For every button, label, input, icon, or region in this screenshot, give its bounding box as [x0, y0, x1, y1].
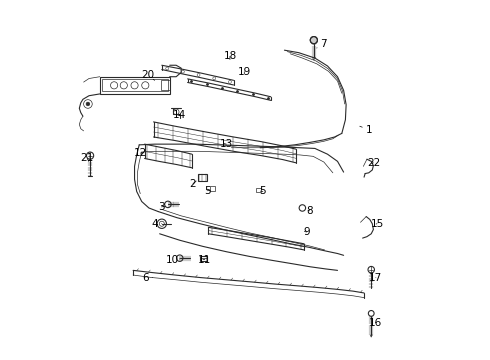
Text: 11: 11 — [198, 255, 212, 265]
Text: 4: 4 — [151, 219, 158, 229]
Bar — [161, 80, 170, 90]
Text: 1: 1 — [366, 125, 372, 135]
Text: 20: 20 — [141, 70, 154, 80]
Text: 19: 19 — [238, 67, 251, 77]
Text: 16: 16 — [369, 318, 383, 328]
Text: 10: 10 — [166, 255, 179, 265]
Text: 6: 6 — [142, 273, 148, 283]
Text: 22: 22 — [367, 158, 380, 168]
Bar — [200, 256, 207, 261]
Circle shape — [86, 102, 90, 106]
Bar — [210, 186, 215, 192]
Text: 9: 9 — [303, 227, 310, 237]
Bar — [100, 77, 170, 94]
Text: 5: 5 — [204, 186, 211, 196]
Bar — [256, 188, 262, 192]
Text: 14: 14 — [173, 111, 186, 121]
Text: 8: 8 — [306, 206, 313, 216]
Text: 13: 13 — [220, 139, 233, 149]
Text: 7: 7 — [320, 40, 326, 49]
Text: 2: 2 — [190, 179, 196, 189]
Bar — [102, 79, 168, 91]
Text: 18: 18 — [223, 51, 237, 61]
Text: 3: 3 — [158, 202, 165, 212]
Bar — [197, 174, 207, 181]
Circle shape — [310, 37, 318, 44]
Text: 12: 12 — [134, 148, 147, 158]
Text: 5: 5 — [260, 186, 266, 197]
Text: 21: 21 — [80, 153, 94, 163]
Text: 15: 15 — [370, 219, 384, 229]
Text: 17: 17 — [369, 273, 383, 283]
